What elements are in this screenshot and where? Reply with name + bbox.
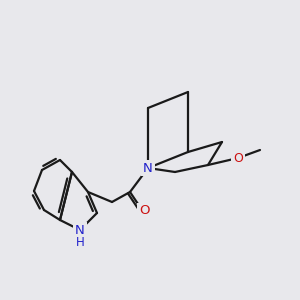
Text: O: O (233, 152, 243, 164)
Text: N: N (75, 224, 85, 236)
Text: O: O (139, 205, 149, 218)
Text: H: H (76, 236, 84, 248)
Text: N: N (143, 161, 153, 175)
